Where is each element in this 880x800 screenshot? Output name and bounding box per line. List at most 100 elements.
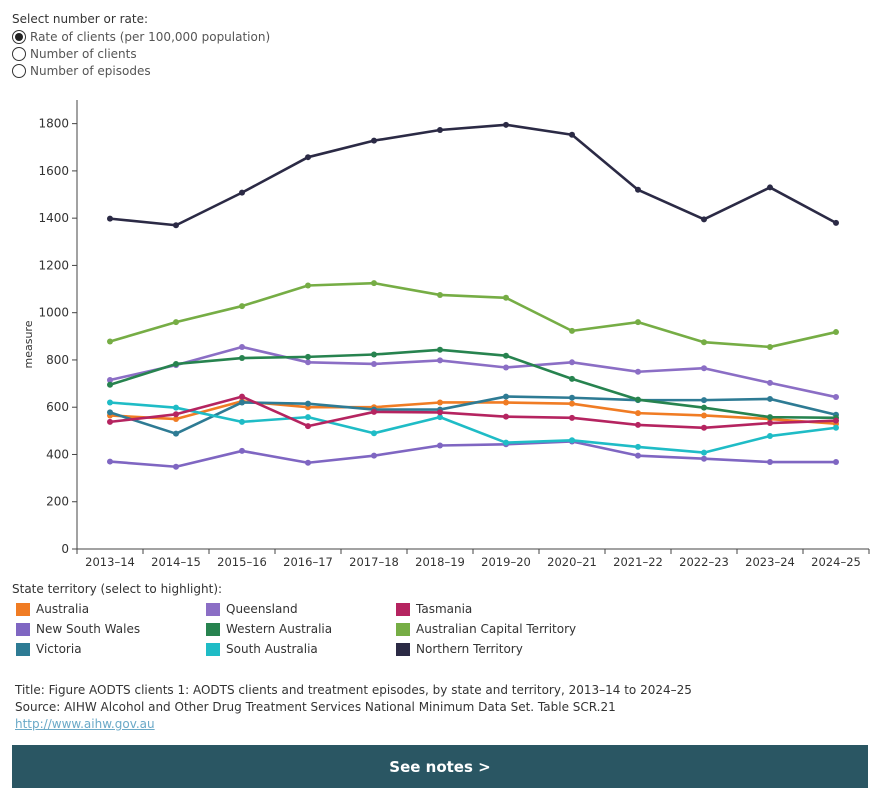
data-point-australian-capital-territory [107,338,113,345]
legend-swatch [396,642,410,656]
data-point-northern-territory [767,184,773,191]
data-point-tasmania [569,414,575,421]
data-point-tasmania [833,417,839,424]
data-point-australian-capital-territory [503,294,509,301]
x-tick-label: 2015–16 [217,555,267,569]
radio-button[interactable] [12,63,26,78]
data-point-northern-territory [635,186,641,193]
series-line-queensland [109,345,837,399]
data-point-western-australia [371,351,377,358]
legend: State territory (select to highlight): A… [12,582,872,659]
data-point-australian-capital-territory [569,327,575,334]
data-point-south-australia [107,399,113,406]
legend-label: Queensland [226,602,298,616]
y-tick-label: 1800 [38,117,69,131]
data-point-australia [635,410,641,417]
y-tick-label: 1600 [38,164,69,178]
data-point-western-australia [239,355,245,362]
data-point-victoria [173,430,179,437]
legend-item-victoria[interactable]: Victoria [16,639,82,659]
x-tick-label: 2014–15 [151,555,201,569]
radio-option-number-clients[interactable]: Number of clients [12,45,412,62]
data-point-new-south-wales [437,442,443,449]
data-point-queensland [833,394,839,401]
data-point-western-australia [767,414,773,421]
data-point-australian-capital-territory [173,319,179,326]
data-point-western-australia [437,346,443,353]
legend-item-new-south-wales[interactable]: New South Wales [16,619,140,639]
legend-swatch [206,642,220,656]
legend-grid: Australia New South Wales Victoria Queen… [12,599,872,659]
legend-item-tasmania[interactable]: Tasmania [396,599,472,619]
data-point-new-south-wales [107,458,113,465]
source-line: Source: AIHW Alcohol and Other Drug Trea… [15,700,616,714]
data-point-south-australia [371,430,377,437]
x-tick-label: 2024–25 [811,555,861,569]
data-point-northern-territory [503,121,509,128]
data-point-western-australia [569,375,575,382]
data-point-queensland [107,377,113,384]
series-line-victoria [109,395,837,435]
data-point-south-australia [701,449,707,456]
data-point-western-australia [503,352,509,359]
legend-item-australia[interactable]: Australia [16,599,89,619]
data-point-south-australia [503,439,509,446]
legend-swatch [16,602,30,616]
legend-label: Australia [36,602,90,616]
series-line-new-south-wales [109,440,836,469]
data-point-tasmania [239,393,245,400]
legend-label: Australian Capital Territory [416,622,577,636]
radio-dot-icon [15,32,23,41]
figure-title-line: Title: Figure AODTS clients 1: AODTS cli… [15,683,692,697]
data-point-northern-territory [569,131,575,138]
series-line-tasmania [109,395,837,430]
legend-item-northern-territory[interactable]: Northern Territory [396,639,523,659]
data-point-queensland [767,379,773,386]
data-point-australia [503,399,509,406]
legend-swatch [396,622,410,636]
data-point-australian-capital-territory [701,339,707,346]
legend-item-queensland[interactable]: Queensland [206,599,298,619]
data-point-new-south-wales [239,447,245,454]
x-tick-label: 2023–24 [745,555,795,569]
series-line-northern-territory [109,123,837,227]
see-notes-button[interactable]: See notes > [12,745,868,788]
legend-item-western-australia[interactable]: Western Australia [206,619,332,639]
radio-button-selected[interactable] [12,29,26,44]
legend-swatch [206,602,220,616]
data-point-western-australia [701,404,707,411]
data-point-new-south-wales [635,452,641,459]
radio-label-rate: Rate of clients (per 100,000 population) [30,29,271,44]
radio-option-number-episodes[interactable]: Number of episodes [12,62,412,79]
data-point-queensland [635,368,641,375]
y-axis-label: measure [22,320,35,368]
radio-label-number-clients: Number of clients [30,46,137,61]
series-line-western-australia [109,348,837,420]
y-tick-label: 400 [46,447,69,461]
data-point-western-australia [173,360,179,367]
data-point-victoria [767,395,773,402]
aihw-link[interactable]: http://www.aihw.gov.au [15,717,155,731]
legend-item-south-australia[interactable]: South Australia [206,639,318,659]
data-point-tasmania [305,423,311,430]
data-point-australia [701,412,707,419]
data-point-queensland [569,359,575,366]
legend-item-australian-capital-territory[interactable]: Australian Capital Territory [396,619,576,639]
data-point-new-south-wales [173,463,179,470]
x-tick-label: 2021–22 [613,555,663,569]
x-tick-label: 2022–23 [679,555,729,569]
data-point-western-australia [635,396,641,403]
data-point-australia [437,399,443,406]
legend-label: New South Wales [36,622,141,636]
legend-swatch [396,602,410,616]
data-point-northern-territory [437,127,443,134]
data-point-australian-capital-territory [305,282,311,289]
data-point-south-australia [833,424,839,431]
radio-option-rate[interactable]: Rate of clients (per 100,000 population) [12,28,412,45]
legend-label: Victoria [36,642,82,656]
y-tick-label: 0 [61,542,69,556]
data-point-tasmania [503,413,509,420]
data-point-tasmania [701,424,707,431]
y-tick-label: 200 [46,495,69,509]
radio-button[interactable] [12,46,26,61]
